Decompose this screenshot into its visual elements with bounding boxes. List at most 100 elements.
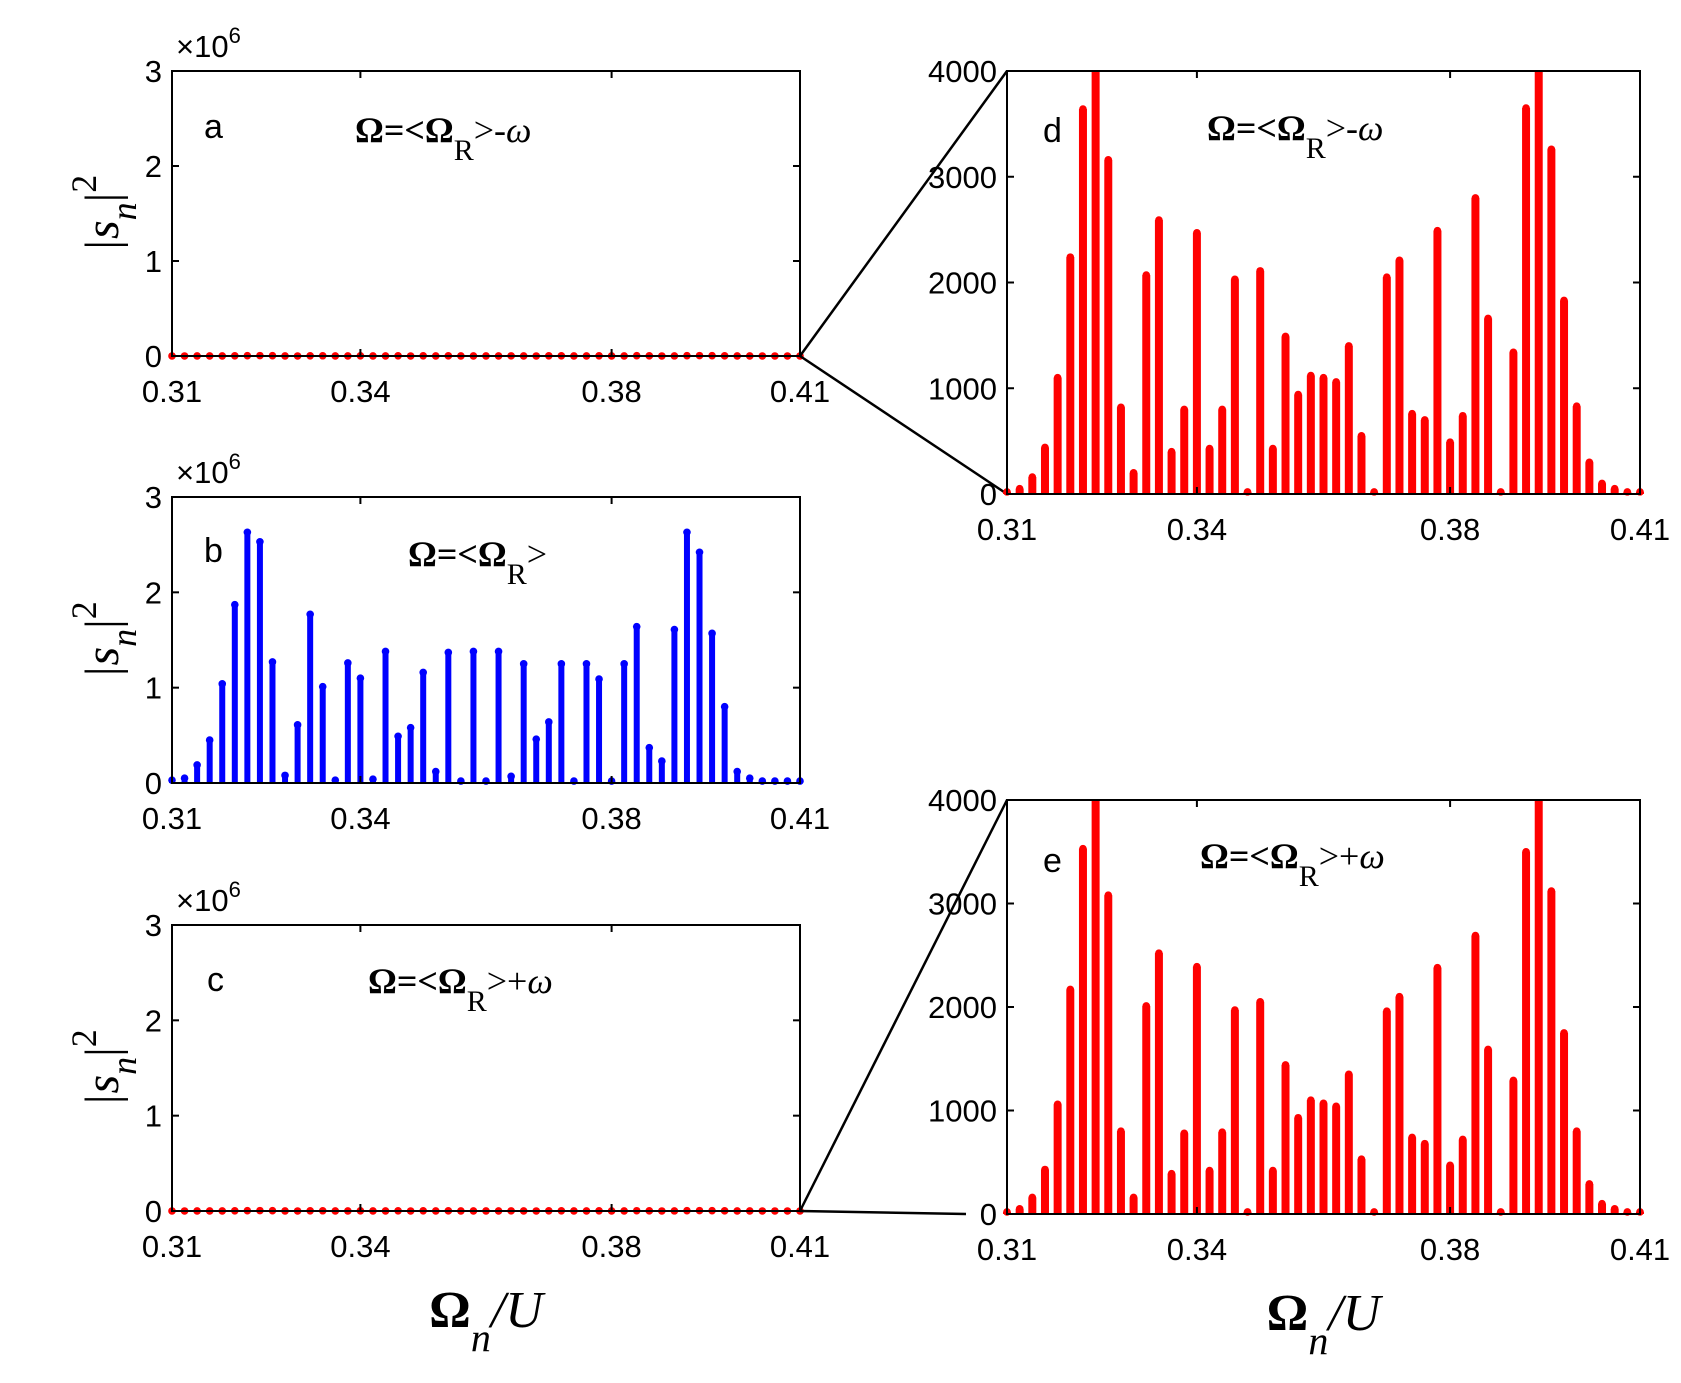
bar [1091, 800, 1100, 1214]
xlabel-main: Ω [1267, 1285, 1309, 1342]
bar [1294, 394, 1303, 494]
bar [1281, 1064, 1290, 1214]
bar [1116, 407, 1125, 494]
bar [1433, 967, 1442, 1214]
bar-marker [1256, 998, 1264, 1006]
bar [1294, 1117, 1303, 1214]
bar [683, 532, 690, 783]
ylabel-sup: 2 [64, 1029, 104, 1047]
bar [1585, 462, 1594, 494]
panel-label: c [207, 961, 224, 999]
annotation-prefix: Ω=<Ω [408, 534, 507, 574]
y-tick-label: 3 [145, 54, 162, 89]
bar-marker [532, 735, 541, 743]
bar [1598, 1203, 1607, 1214]
bar-marker [1129, 1193, 1138, 1202]
bar-marker [356, 674, 365, 682]
annotation-omega: ω [1358, 108, 1383, 148]
bar [1192, 232, 1201, 495]
bar-marker [1585, 1180, 1594, 1188]
bar-marker [1066, 253, 1075, 261]
bar-marker [1560, 296, 1568, 305]
bar-marker [394, 732, 402, 741]
bar-marker [1155, 216, 1163, 224]
bar-marker [1307, 1096, 1315, 1104]
x-axis-label: Ωn/U [429, 1282, 546, 1360]
bar [1534, 800, 1543, 1214]
bar-marker [1433, 226, 1442, 235]
bar [1230, 1010, 1239, 1214]
y-tick-label: 1000 [928, 371, 997, 406]
bar [621, 663, 628, 783]
bar-marker [1420, 1139, 1429, 1148]
bar-marker [243, 528, 252, 537]
bar-marker [1572, 402, 1581, 411]
bar [1572, 406, 1581, 494]
bar [596, 679, 603, 783]
y-axis-label: |sn|2 [64, 1029, 144, 1106]
bar-marker [306, 610, 314, 619]
bar [1205, 1170, 1214, 1214]
bar-marker [1598, 479, 1606, 488]
bar-marker [1142, 271, 1151, 279]
bar-marker [1458, 411, 1467, 420]
bar [1395, 996, 1404, 1214]
bar-marker [1218, 1128, 1227, 1137]
y-tick-label: 4000 [928, 783, 997, 818]
bar [1129, 1197, 1138, 1214]
bar-marker [1433, 963, 1442, 972]
bar [382, 651, 389, 783]
bar-marker [1079, 105, 1087, 113]
bar-marker [293, 721, 302, 729]
bar [1522, 851, 1531, 1214]
bar-marker [1319, 373, 1328, 382]
bar-marker [1408, 409, 1416, 418]
bars-e [1003, 800, 1644, 1216]
annotation-omega: ω [1359, 836, 1384, 876]
x-tick-label: 0.41 [1610, 1232, 1670, 1267]
panel-annotation: Ω=<ΩR>+ω [368, 961, 553, 1018]
bar [1091, 71, 1100, 494]
xlabel-rest: /U [488, 1282, 546, 1339]
bar-marker [218, 680, 227, 688]
bar-marker [720, 702, 729, 711]
bar-marker [1167, 447, 1176, 456]
bar-marker [1446, 438, 1454, 446]
bar [1319, 377, 1328, 494]
bar [294, 724, 301, 783]
bar [1116, 1131, 1125, 1214]
bar-marker [1547, 145, 1556, 154]
x-tick-label: 0.41 [770, 374, 830, 409]
bar [1078, 848, 1087, 1214]
bar-marker [1281, 1061, 1290, 1069]
axes-box [171, 924, 801, 1212]
panel-label: e [1043, 842, 1062, 880]
bar [734, 771, 741, 783]
ylabel-main: |s [76, 1075, 129, 1107]
axes-box [171, 496, 801, 784]
bars-b [168, 528, 804, 785]
x-tick-label: 0.31 [977, 512, 1037, 547]
bar [1408, 413, 1417, 494]
panel-label: b [204, 532, 223, 570]
y-tick-label: 0 [980, 1197, 997, 1232]
bar-marker [1357, 1155, 1366, 1163]
bar-marker [1345, 342, 1353, 350]
bar [671, 629, 678, 783]
bar [470, 651, 477, 783]
bar-marker [444, 648, 453, 657]
bar [1028, 477, 1037, 494]
bar-marker [545, 718, 553, 726]
x-tick-label: 0.31 [142, 801, 202, 836]
bar [1408, 1137, 1417, 1214]
bar-marker [281, 771, 289, 780]
annotation-omega: ω [506, 110, 531, 150]
bar [1319, 1103, 1328, 1214]
bar-marker [507, 772, 515, 781]
ylabel-bar: | [76, 193, 129, 203]
bar [1040, 447, 1049, 494]
x-tick-label: 0.41 [770, 801, 830, 836]
bar-marker [1547, 887, 1556, 895]
zoom-connector [798, 70, 1009, 357]
